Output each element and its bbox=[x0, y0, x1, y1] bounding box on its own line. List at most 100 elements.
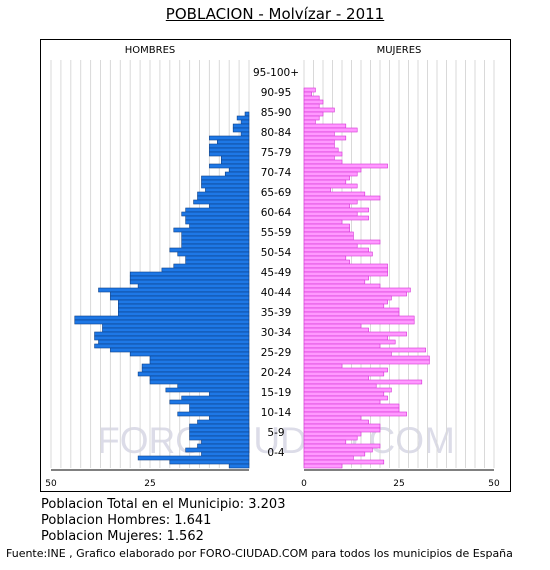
bar-mujeres bbox=[303, 435, 358, 441]
bar-hombres bbox=[149, 375, 250, 381]
bar-mujeres bbox=[303, 179, 347, 185]
bar-mujeres bbox=[303, 403, 400, 409]
bar-hombres bbox=[98, 339, 250, 345]
bar-hombres bbox=[197, 195, 250, 201]
bar-mujeres bbox=[303, 371, 385, 377]
bar-mujeres bbox=[303, 95, 320, 101]
bar-mujeres bbox=[303, 367, 388, 373]
bar-mujeres bbox=[303, 299, 388, 305]
bar-hombres bbox=[149, 359, 250, 365]
bar-mujeres bbox=[303, 323, 362, 329]
bar-mujeres bbox=[303, 251, 373, 257]
bar-mujeres bbox=[303, 431, 362, 437]
bar-mujeres bbox=[303, 383, 377, 389]
bar-mujeres bbox=[303, 423, 381, 429]
bar-mujeres bbox=[303, 347, 426, 353]
bar-mujeres bbox=[303, 351, 392, 357]
bar-mujeres bbox=[303, 391, 385, 397]
bar-mujeres bbox=[303, 311, 400, 317]
bar-mujeres bbox=[303, 163, 388, 169]
bar-hombres bbox=[173, 227, 250, 233]
bar-mujeres bbox=[303, 135, 347, 141]
bar-mujeres bbox=[303, 439, 347, 445]
bar-hombres bbox=[189, 403, 250, 409]
bar-hombres bbox=[177, 411, 250, 417]
bar-hombres bbox=[94, 343, 250, 349]
bar-mujeres bbox=[303, 167, 362, 173]
age-label: 35-39 bbox=[261, 307, 292, 319]
bar-mujeres bbox=[303, 91, 312, 97]
bar-hombres bbox=[232, 127, 250, 133]
bar-mujeres bbox=[303, 255, 347, 261]
bar-mujeres bbox=[303, 223, 350, 229]
bar-hombres bbox=[209, 143, 250, 149]
bar-mujeres bbox=[303, 159, 343, 165]
bar-mujeres bbox=[303, 307, 400, 313]
bar-hombres bbox=[189, 223, 250, 229]
x-tick-label: 25 bbox=[144, 479, 155, 489]
bar-mujeres bbox=[303, 219, 343, 225]
bar-mujeres bbox=[303, 195, 381, 201]
bar-mujeres bbox=[303, 339, 396, 345]
bar-hombres bbox=[244, 111, 250, 117]
bar-mujeres bbox=[303, 419, 369, 425]
age-label: 10-14 bbox=[261, 407, 292, 419]
bar-hombres bbox=[185, 207, 250, 213]
bar-mujeres bbox=[303, 227, 350, 233]
source-note: Fuente:INE , Grafico elaborado por FORO-… bbox=[6, 547, 513, 560]
bar-mujeres bbox=[303, 455, 354, 461]
bar-hombres bbox=[169, 459, 250, 465]
chart-title: POBLACION - Molvízar - 2011 bbox=[165, 5, 385, 23]
bar-mujeres bbox=[303, 87, 316, 93]
bar-hombres bbox=[129, 271, 250, 277]
bar-hombres bbox=[137, 371, 250, 377]
bar-mujeres bbox=[303, 239, 381, 245]
bar-hombres bbox=[185, 259, 250, 265]
age-label: 55-59 bbox=[261, 227, 292, 239]
bar-mujeres bbox=[303, 247, 369, 253]
pyramid-chart: FORO-CIUDAD.COM 95-100+ 90-95 85-90 80-84 75… bbox=[40, 39, 511, 492]
bar-hombres bbox=[149, 379, 250, 385]
bar-mujeres bbox=[303, 231, 354, 237]
bar-hombres bbox=[118, 299, 250, 305]
bar-mujeres bbox=[303, 327, 369, 333]
bar-mujeres bbox=[303, 199, 358, 205]
bar-mujeres bbox=[303, 363, 343, 369]
bar-mujeres bbox=[303, 359, 430, 365]
bar-hombres bbox=[189, 431, 250, 437]
bar-hombres bbox=[209, 391, 250, 397]
bar-hombres bbox=[129, 351, 250, 357]
bar-mujeres bbox=[303, 151, 343, 157]
bar-mujeres bbox=[303, 355, 430, 361]
age-label: 45-49 bbox=[261, 267, 292, 279]
bar-hombres bbox=[228, 463, 250, 469]
bar-hombres bbox=[149, 355, 250, 361]
bar-hombres bbox=[181, 239, 250, 245]
bar-hombres bbox=[217, 139, 250, 145]
bar-mujeres bbox=[303, 283, 381, 289]
bar-mujeres bbox=[303, 131, 335, 137]
bar-hombres bbox=[129, 279, 250, 285]
bar-hombres bbox=[232, 123, 250, 129]
age-label: 95-100+ bbox=[253, 67, 299, 79]
bar-hombres bbox=[110, 291, 250, 297]
bar-mujeres bbox=[303, 303, 385, 309]
bar-mujeres bbox=[303, 291, 407, 297]
bar-mujeres bbox=[303, 143, 335, 149]
bar-hombres bbox=[209, 203, 250, 209]
bar-hombres bbox=[181, 235, 250, 241]
age-labels: 95-100+ 90-95 85-90 80-84 75-79 70-74 65-69 60-… bbox=[253, 67, 299, 459]
left-series-label: HOMBRES bbox=[125, 45, 176, 56]
summary-mujeres: Poblacion Mujeres: 1.562 bbox=[41, 529, 204, 544]
bar-mujeres bbox=[303, 375, 369, 381]
bar-hombres bbox=[173, 263, 250, 269]
bar-hombres bbox=[240, 131, 250, 137]
bar-mujeres bbox=[303, 415, 362, 421]
bar-mujeres bbox=[303, 243, 358, 249]
age-label: 70-74 bbox=[261, 167, 292, 179]
bar-hombres bbox=[185, 215, 250, 221]
bar-mujeres bbox=[303, 399, 381, 405]
bar-hombres bbox=[185, 219, 250, 225]
bar-hombres bbox=[240, 119, 250, 125]
bar-hombres bbox=[236, 115, 250, 121]
